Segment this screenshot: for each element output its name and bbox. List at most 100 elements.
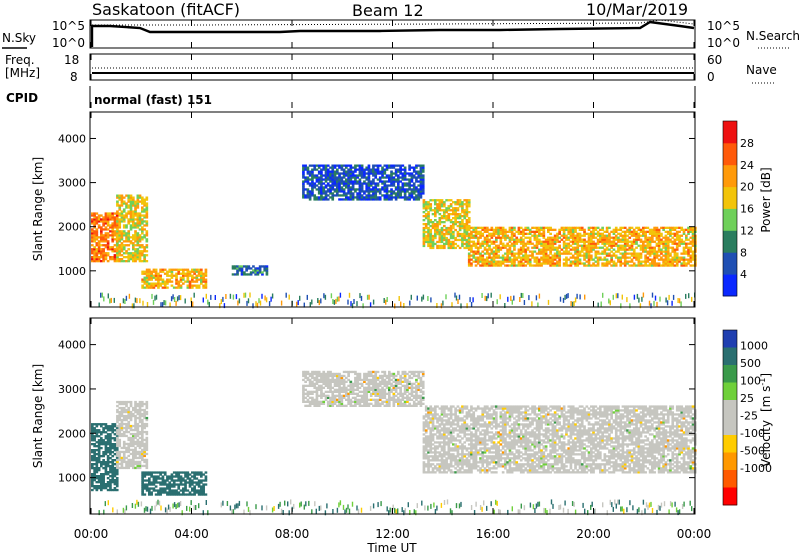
power-echo-cell [549,240,552,243]
power-echo-cell [443,232,446,236]
power-echo-cell [630,244,634,247]
power-echo-cell [623,248,627,251]
power-echo-cell [472,228,476,231]
power-echo-cell [465,203,469,206]
power-echo-cell [150,274,153,277]
power-echo-cell [488,264,491,267]
power-echo-cell [510,244,514,247]
power-echo-cell [452,242,455,246]
velocity-echo-cell [320,374,323,378]
power-echo-cell [109,248,112,251]
power-echo-cell [118,214,122,217]
power-echo-cell [567,246,571,249]
power-echo-cell [191,276,194,279]
power-echo-cell [535,238,539,241]
power-echo-cell [190,297,192,303]
velocity-echo-cell [188,473,192,476]
power-echo-cell [383,176,387,179]
power-echo-cell [576,260,580,263]
power-echo-cell [474,234,478,237]
power-echo-cell [168,268,172,271]
power-echo-cell [666,258,670,261]
power-echo-cell [116,236,119,239]
power-echo-cell [104,212,108,215]
power-echo-cell [175,300,177,306]
power-echo-cell [630,260,634,263]
velocity-echo-cell [138,402,142,406]
power-echo-cell [385,194,389,197]
power-echo-cell [358,184,362,187]
power-echo-cell [619,238,623,241]
velocity-echo-cell [95,463,99,466]
velocity-echo-cell [109,479,112,482]
velocity-echo-cell [111,423,115,426]
power-echo-cell [540,248,543,251]
velocity-echo-cell [349,388,353,391]
power-echo-cell [486,250,489,253]
velocity-echo-cell [356,398,359,401]
power-echo-cell [118,218,122,221]
power-echo-cell [340,176,344,179]
velocity-echo-cell [163,479,167,482]
velocity-echo-cell [188,479,192,482]
velocity-echo-cell [317,374,321,378]
power-echo-cell [447,246,451,250]
power-echo-cell [340,186,344,189]
power-echo-cell [197,272,201,275]
power-echo-cell [347,170,350,173]
velocity-echo-cell [109,447,112,450]
power-echo-cell [415,190,418,193]
power-echo-cell [125,236,128,239]
power-echo-cell [330,293,333,299]
power-echo-cell [143,272,147,275]
velocity-echo-cell [138,400,142,404]
velocity-echo-cell [326,384,330,387]
power-echo-cell [549,226,552,229]
power-echo-cell [472,254,476,257]
power-echo-cell [93,226,96,229]
power-echo-cell [347,176,350,179]
power-echo-cell [410,194,414,197]
power-echo-cell [326,176,330,179]
velocity-echo-cell [184,489,187,492]
power-echo-cell [122,214,126,217]
power-echo-cell [118,208,122,211]
power-echo-cell [390,194,393,197]
power-echo-cell [161,280,165,283]
power-echo-cell [385,188,389,191]
power-echo-cell [390,198,393,201]
power-echo-cell [95,254,99,257]
power-echo-cell [687,260,690,263]
power-echo-cell [204,272,208,275]
power-echo-cell [347,168,350,171]
power-echo-cell [421,166,425,169]
velocity-echo-cell [182,479,185,482]
power-echo-cell [150,270,153,273]
power-echo-cell [422,199,426,202]
power-echo-cell [331,198,335,201]
power-echo-cell [100,240,103,243]
velocity-echo-cell [365,394,369,397]
power-echo-cell [177,286,181,289]
power-echo-cell [454,215,457,218]
power-echo-cell [547,240,550,243]
power-echo-cell [651,228,654,231]
power-echo-cell [447,205,451,208]
power-echo-cell [680,228,684,231]
velocity-echo-cell [302,392,305,395]
velocity-echo-cell [345,376,348,380]
velocity-echo-cell [188,477,192,480]
power-echo-cell [481,264,485,267]
velocity-echo-cell [320,386,323,389]
power-echo-cell [129,204,133,207]
velocity-echo-cell [329,390,332,393]
power-echo-cell [427,215,430,218]
power-echo-cell [632,248,636,251]
power-echo-cell [360,170,364,173]
power-echo-cell [506,248,509,251]
power-echo-cell [553,246,557,249]
velocity-echo-cell [125,408,128,412]
power-echo-cell [544,260,548,263]
power-echo-cell [359,293,361,299]
power-echo-cell [336,194,339,197]
